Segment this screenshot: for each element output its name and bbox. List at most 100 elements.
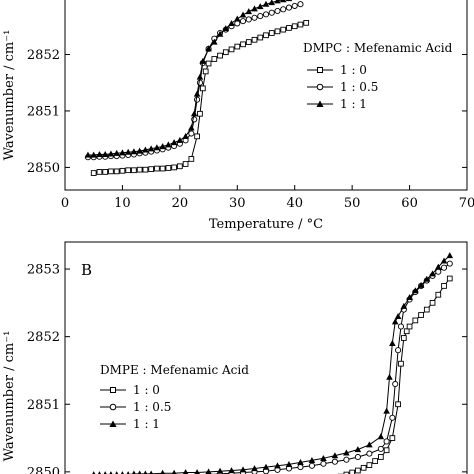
- data-point-triangle: [366, 441, 373, 448]
- data-point-triangle: [423, 275, 431, 282]
- data-point-triangle: [233, 15, 241, 22]
- data-point-triangle: [193, 90, 201, 97]
- data-point-triangle: [159, 143, 166, 150]
- data-point-triangle: [107, 150, 115, 157]
- legend-label: 1 : 0: [133, 383, 160, 397]
- series-line: [88, 0, 285, 156]
- data-point-triangle: [274, 462, 281, 469]
- data-point-triangle: [113, 149, 120, 156]
- panel-a-legend-title: DMPC : Mefenamic Acid: [303, 41, 453, 55]
- panel-b-legend-title: DMPE : Mefenamic Acid: [100, 363, 249, 377]
- data-point-triangle: [228, 467, 235, 474]
- x-tick-label: 10: [114, 196, 131, 211]
- data-point-circle: [440, 264, 448, 271]
- x-tick-label: 0: [61, 196, 69, 211]
- panel-a: 0 10 20 30 40 50 60 70 2850 2851 2852 Temperature …: [2, 0, 474, 232]
- data-point-circle: [366, 450, 373, 457]
- data-point-square: [131, 167, 137, 174]
- data-point-triangle: [182, 469, 189, 474]
- data-point-square: [245, 39, 252, 45]
- data-point-triangle: [194, 469, 200, 474]
- data-point-square: [171, 164, 177, 171]
- data-point-square: [389, 435, 396, 441]
- panel-b-letter: B: [81, 261, 92, 279]
- data-point-square: [429, 299, 436, 306]
- data-point-triangle: [279, 0, 287, 3]
- data-point-square: [165, 165, 172, 171]
- data-point-triangle: [262, 0, 270, 7]
- data-point-triangle: [417, 281, 425, 288]
- data-point-circle: [291, 2, 298, 9]
- data-point-square: [383, 447, 390, 454]
- data-point-triangle: [251, 5, 258, 12]
- data-point-square: [177, 163, 183, 170]
- panel-a-legend-entry-0: 1 : 0: [307, 63, 367, 77]
- data-point-circle: [354, 453, 361, 461]
- data-point-circle: [188, 130, 195, 137]
- y-tick-label: 2851: [27, 104, 60, 119]
- y-tick-label: 2853: [27, 263, 60, 278]
- legend-square-marker: [110, 387, 116, 393]
- data-point-triangle: [119, 149, 126, 156]
- data-point-square: [395, 401, 401, 408]
- data-point-triangle: [130, 148, 138, 155]
- data-point-square: [108, 168, 114, 175]
- data-point-circle: [377, 445, 384, 452]
- data-point-triangle: [256, 3, 264, 10]
- data-point-triangle: [239, 466, 247, 473]
- data-point-square: [228, 46, 235, 53]
- data-point-square: [280, 26, 287, 33]
- data-point-triangle: [308, 456, 316, 463]
- data-point-square: [119, 167, 126, 174]
- data-point-square: [398, 360, 404, 367]
- data-point-square: [154, 165, 160, 172]
- legend-label: 1 : 1: [133, 417, 160, 431]
- data-point-triangle: [205, 468, 212, 474]
- legend-label: 1 : 0: [340, 63, 367, 77]
- data-point-triangle: [222, 25, 230, 32]
- y-tick-label: 2851: [27, 398, 60, 413]
- data-point-triangle: [406, 294, 413, 301]
- legend-triangle-marker: [316, 100, 324, 107]
- data-point-square: [274, 28, 281, 35]
- y-tick-label: 2852: [27, 48, 60, 63]
- data-point-square: [291, 23, 298, 30]
- data-point-circle: [395, 347, 402, 354]
- data-point-square: [412, 317, 419, 324]
- data-point-square: [217, 52, 223, 59]
- data-point-triangle: [120, 471, 124, 474]
- panel-b: 2850 2851 2852 2853 B Wavenumber / cm⁻¹ DMP…: [2, 241, 468, 474]
- data-point-circle: [308, 462, 315, 469]
- data-point-triangle: [153, 144, 161, 151]
- data-point-triangle: [434, 263, 442, 270]
- data-point-square: [125, 167, 132, 174]
- data-point-triangle: [262, 463, 270, 470]
- data-point-triangle: [97, 471, 102, 474]
- data-point-circle: [297, 464, 304, 471]
- x-tick-label: 60: [401, 196, 418, 211]
- series-line: [93, 22, 307, 174]
- data-point-square: [297, 21, 304, 28]
- data-point-square: [263, 32, 269, 39]
- data-point-triangle: [137, 470, 142, 474]
- data-point-triangle: [343, 449, 350, 456]
- data-point-square: [182, 161, 189, 167]
- data-point-triangle: [171, 469, 177, 474]
- data-point-circle: [257, 13, 264, 20]
- data-point-circle: [331, 458, 338, 465]
- panel-b-legend: DMPE : Mefenamic Acid 1 : 0 1 : 0.5 1 : …: [100, 363, 249, 431]
- data-point-circle: [251, 14, 258, 21]
- data-point-square: [222, 49, 229, 56]
- data-point-triangle: [92, 471, 96, 474]
- x-tick-label: 30: [229, 196, 246, 211]
- legend-circle-marker: [316, 83, 324, 91]
- panel-a-series: [84, 0, 310, 176]
- data-point-triangle: [228, 20, 235, 27]
- data-point-square: [435, 291, 442, 298]
- data-point-circle: [268, 9, 275, 16]
- data-point-triangle: [205, 45, 212, 52]
- data-point-triangle: [84, 151, 92, 158]
- data-point-triangle: [245, 8, 253, 15]
- legend-square-marker: [317, 67, 323, 73]
